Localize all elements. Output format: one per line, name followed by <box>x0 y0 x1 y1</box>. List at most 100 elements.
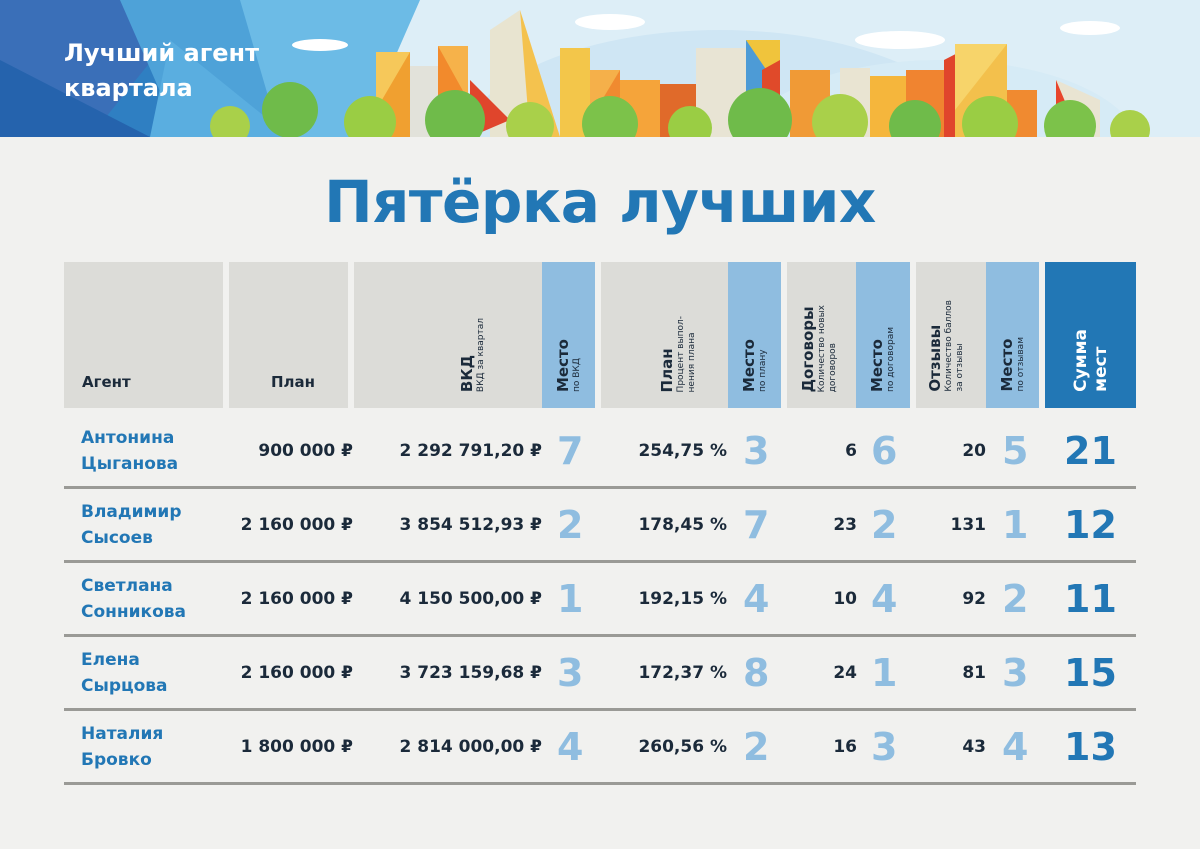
row-divider <box>64 486 1136 489</box>
header-sum-label: Сумма мест <box>1071 329 1111 392</box>
vkd-value: 3 854 512,93 ₽ <box>399 515 543 535</box>
header-reviews-sub1: Количество баллов <box>944 300 954 392</box>
banner-title-line1: Лучший агент <box>64 39 260 67</box>
rank-vkd: 7 <box>557 429 584 473</box>
header-reviews: Отзывы Количество баллов за отзывы <box>916 262 986 408</box>
reviews-value: 43 <box>962 737 986 757</box>
rank-reviews: 3 <box>1002 651 1029 695</box>
vkd-value: 2 292 791,20 ₽ <box>399 441 543 461</box>
header-reviews-title: Отзывы <box>926 325 944 392</box>
sum-value: 11 <box>1064 577 1117 621</box>
plan-value: 2 160 000 ₽ <box>240 515 353 535</box>
rank-vkd: 1 <box>557 577 584 621</box>
reviews-value: 92 <box>962 589 986 609</box>
banner-title: Лучший агент квартала <box>64 36 259 106</box>
rank-plan: 3 <box>743 429 770 473</box>
page-title: Пятёрка лучших <box>324 168 876 236</box>
plan-pct-value: 192,15 % <box>638 589 727 609</box>
table-row: Владимир Сысоев 2 160 000 ₽ 3 854 512,93… <box>64 489 1136 563</box>
header-rank-reviews-title: Место <box>998 339 1016 392</box>
contracts-value: 10 <box>833 589 857 609</box>
agent-name: Наталия Бровко <box>81 711 231 783</box>
header-reviews-sub2: за отзывы <box>955 343 965 392</box>
header-banner: Лучший агент квартала <box>0 0 1200 137</box>
header-rank-plan-sub: по плану <box>758 349 768 392</box>
agent-first-name: Светлана <box>81 576 173 596</box>
reviews-value: 20 <box>962 441 986 461</box>
sum-value: 12 <box>1064 503 1117 547</box>
rank-vkd: 2 <box>557 503 584 547</box>
rank-plan: 7 <box>743 503 770 547</box>
table-row: Наталия Бровко 1 800 000 ₽ 2 814 000,00 … <box>64 711 1136 785</box>
header-reviews-label: Отзывы Количество баллов за отзывы <box>926 300 966 392</box>
header-rank-vkd-label: Место по ВКД <box>554 339 583 392</box>
header-plan-pct-title: План <box>658 347 676 392</box>
header-rank-plan: Место по плану <box>728 262 781 408</box>
rank-contracts: 3 <box>871 725 898 769</box>
agent-first-name: Елена <box>81 650 140 670</box>
contracts-value: 24 <box>833 663 857 683</box>
plan-value: 2 160 000 ₽ <box>240 589 353 609</box>
header-rank-vkd-title: Место <box>554 339 572 392</box>
header-rank-contracts: Место по договорам <box>856 262 910 408</box>
header-contracts-title: Договоры <box>799 306 817 392</box>
agent-name: Антонина Цыганова <box>81 415 231 487</box>
agent-last-name: Сырцова <box>81 676 168 696</box>
header-sum-line2: мест <box>1091 346 1111 392</box>
reviews-value: 81 <box>962 663 986 683</box>
agent-last-name: Цыганова <box>81 454 179 474</box>
plan-pct-value: 172,37 % <box>638 663 727 683</box>
row-divider <box>64 782 1136 785</box>
table-row: Антонина Цыганова 900 000 ₽ 2 292 791,20… <box>64 415 1136 489</box>
vkd-value: 2 814 000,00 ₽ <box>399 737 543 757</box>
contracts-value: 6 <box>845 441 857 461</box>
agent-last-name: Бровко <box>81 750 152 770</box>
header-contracts-sub2: договоров <box>828 342 838 392</box>
city-illustration <box>0 0 1200 137</box>
header-plan-pct-sub1: Процент выпол- <box>676 315 686 392</box>
sum-value: 13 <box>1064 725 1117 769</box>
rank-plan: 2 <box>743 725 770 769</box>
agent-last-name: Сысоев <box>81 528 153 548</box>
rank-vkd: 4 <box>557 725 584 769</box>
rank-vkd: 3 <box>557 651 584 695</box>
header-agent: Агент <box>64 262 223 408</box>
header-agent-label: Агент <box>82 373 131 391</box>
header-sum-line1: Сумма <box>1071 329 1091 392</box>
header-rank-plan-title: Место <box>740 339 758 392</box>
contracts-value: 16 <box>833 737 857 757</box>
agent-first-name: Владимир <box>81 502 182 522</box>
rank-reviews: 2 <box>1002 577 1029 621</box>
header-vkd-sub: ВКД за квартал <box>476 317 486 392</box>
plan-pct-value: 260,56 % <box>638 737 727 757</box>
plan-pct-value: 254,75 % <box>638 441 727 461</box>
sum-value: 21 <box>1064 429 1117 473</box>
header-rank-plan-label: Место по плану <box>740 339 769 392</box>
reviews-value: 131 <box>950 515 987 535</box>
agent-name: Владимир Сысоев <box>81 489 231 561</box>
vkd-value: 3 723 159,68 ₽ <box>399 663 543 683</box>
header-sum: Сумма мест <box>1045 262 1136 408</box>
header-rank-reviews-sub: по отзывам <box>1016 337 1026 392</box>
header-rank-contracts-label: Место по договорам <box>868 327 897 392</box>
rank-contracts: 6 <box>871 429 898 473</box>
header-rank-contracts-sub: по договорам <box>886 326 896 392</box>
rank-reviews: 1 <box>1002 503 1029 547</box>
row-divider <box>64 708 1136 711</box>
row-divider <box>64 634 1136 637</box>
rank-plan: 4 <box>743 577 770 621</box>
plan-pct-value: 178,45 % <box>638 515 727 535</box>
agent-first-name: Антонина <box>81 428 175 448</box>
agent-last-name: Сонникова <box>81 602 187 622</box>
plan-value: 900 000 ₽ <box>258 441 353 461</box>
agent-first-name: Наталия <box>81 724 164 744</box>
header-contracts: Договоры Количество новых договоров <box>787 262 856 408</box>
table-row: Светлана Сонникова 2 160 000 ₽ 4 150 500… <box>64 563 1136 637</box>
rank-contracts: 1 <box>871 651 898 695</box>
header-contracts-sub1: Количество новых <box>817 304 827 392</box>
header-vkd-label: ВКД ВКД за квартал <box>458 318 487 392</box>
plan-value: 1 800 000 ₽ <box>240 737 353 757</box>
header-rank-vkd-sub: по ВКД <box>572 358 582 392</box>
row-divider <box>64 560 1136 563</box>
agent-name: Елена Сырцова <box>81 637 231 709</box>
